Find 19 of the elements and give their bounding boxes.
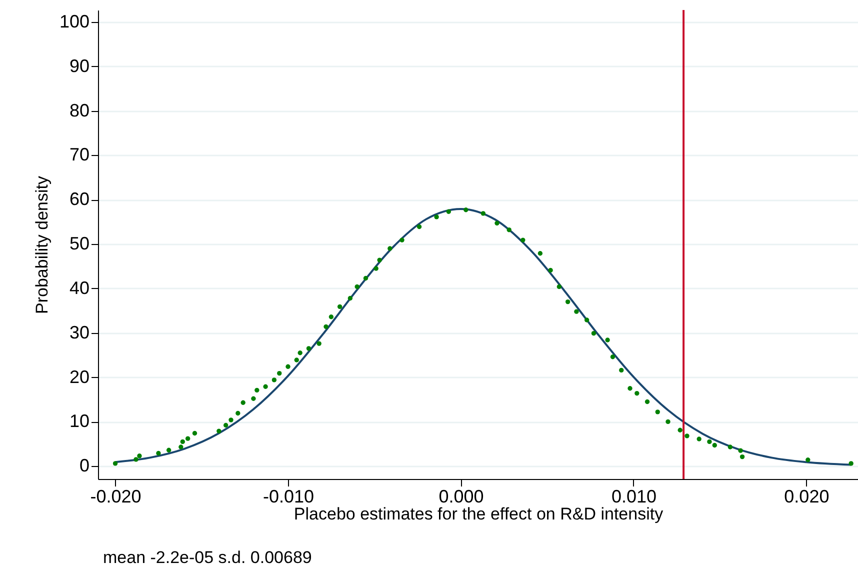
y-tick-label: 20 — [69, 366, 90, 387]
y-tick-label: 30 — [69, 322, 90, 342]
x-tick-label: 0.010 — [611, 486, 656, 506]
x-axis-title: Placebo estimates for the effect on R&D intensity — [294, 504, 664, 524]
y-tick-label: 10 — [69, 411, 90, 432]
x-tick-label: 0.020 — [784, 486, 830, 506]
y-tick-label: 100 — [59, 11, 90, 32]
x-tick-label: 0.000 — [438, 486, 484, 506]
y-tick-label: 50 — [69, 234, 90, 254]
y-tick-label: 0 — [79, 456, 90, 476]
y-tick-label: 90 — [69, 56, 90, 76]
text: mean -2.2e-05 s.d. 0.00689 — [103, 548, 312, 567]
x-tick-label: -0.010 — [262, 486, 314, 506]
y-tick-label: 80 — [69, 100, 90, 120]
y-tick-label: 40 — [69, 278, 90, 298]
y-axis-title: Probability density — [32, 176, 52, 314]
x-tick-label: -0.020 — [90, 486, 142, 506]
y-tick-label: 70 — [69, 144, 90, 165]
y-tick-label: 60 — [69, 189, 90, 210]
